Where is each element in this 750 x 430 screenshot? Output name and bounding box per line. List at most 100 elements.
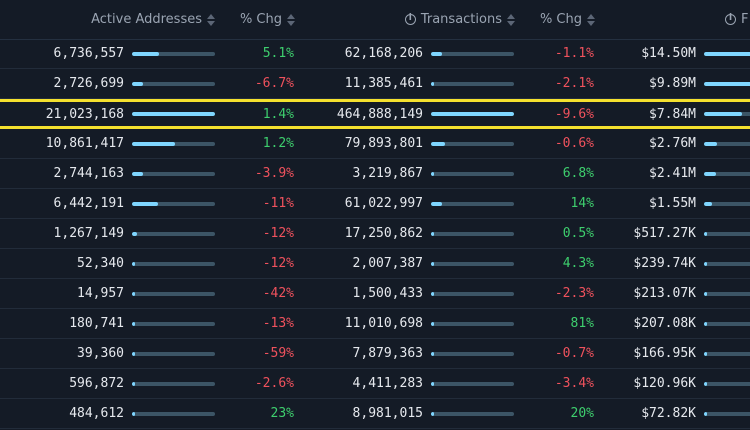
transactions-bar-fill xyxy=(431,291,434,296)
active-addresses-bar-fill xyxy=(132,411,135,416)
transactions-bar xyxy=(431,261,514,266)
transactions-bar-fill xyxy=(431,171,434,176)
transactions-pct-change: 0.5% xyxy=(562,226,594,241)
transactions-pct-change: 4.3% xyxy=(562,256,594,271)
fees-bar xyxy=(704,321,750,326)
active-addresses-bar xyxy=(132,51,215,56)
fees-bar xyxy=(704,51,750,56)
active-addresses-value: 180,741 xyxy=(69,316,124,331)
transactions-value: 17,250,862 xyxy=(344,226,423,241)
transactions-pct-change: 81% xyxy=(570,316,594,331)
active-addresses-bar xyxy=(132,231,215,236)
transactions-bar-fill xyxy=(431,411,434,416)
active-addresses-bar xyxy=(132,201,215,206)
transactions-bar xyxy=(431,411,514,416)
table-row[interactable]: 10,861,417 1.2% 79,893,801 -0.6% $2.76M xyxy=(0,129,750,159)
fees-value: $72.82K xyxy=(641,406,696,421)
transactions-pct-change: 14% xyxy=(570,196,594,211)
sort-icon[interactable] xyxy=(587,13,595,27)
sort-icon[interactable] xyxy=(507,13,515,27)
table-row[interactable]: 596,872 -2.6% 4,411,283 -3.4% $120.96K xyxy=(0,369,750,399)
fees-bar xyxy=(704,201,750,206)
table-header: Active Addresses % Chg Transactions % Ch… xyxy=(0,0,750,40)
active-addresses-pct-change: 5.1% xyxy=(262,46,294,61)
transactions-value: 2,007,387 xyxy=(352,256,423,271)
active-addresses-value: 21,023,168 xyxy=(45,106,124,122)
sort-icon[interactable] xyxy=(207,13,215,27)
transactions-bar xyxy=(431,291,514,296)
active-addresses-bar-fill xyxy=(132,141,175,146)
column-header-fees[interactable]: F xyxy=(725,0,750,39)
fees-bar-fill xyxy=(704,231,707,236)
transactions-pct-change: -3.4% xyxy=(554,376,594,391)
table-row[interactable]: 2,726,699 -6.7% 11,385,461 -2.1% $9.89M xyxy=(0,69,750,99)
transactions-value: 11,010,698 xyxy=(344,316,423,331)
fees-value: $120.96K xyxy=(633,376,696,391)
fees-bar xyxy=(704,171,750,176)
active-addresses-bar xyxy=(132,351,215,356)
active-addresses-pct-change: -6.7% xyxy=(254,76,294,91)
column-header-active-addresses[interactable]: Active Addresses xyxy=(60,0,215,39)
active-addresses-bar xyxy=(132,81,215,86)
sort-icon[interactable] xyxy=(287,13,295,27)
active-addresses-value: 6,736,557 xyxy=(53,46,124,61)
active-addresses-value: 2,726,699 xyxy=(53,76,124,91)
table-row[interactable]: 14,957 -42% 1,500,433 -2.3% $213.07K xyxy=(0,279,750,309)
active-addresses-bar-fill xyxy=(132,231,137,236)
active-addresses-bar-fill xyxy=(132,81,143,86)
table-row[interactable]: 21,023,168 1.4% 464,888,149 -9.6% $7.84M xyxy=(0,99,750,129)
fees-bar xyxy=(704,112,750,116)
transactions-bar-fill xyxy=(431,351,434,356)
transactions-pct-change: -2.1% xyxy=(554,76,594,91)
fees-bar-fill xyxy=(704,261,707,266)
transactions-value: 79,893,801 xyxy=(344,136,423,151)
fees-bar-fill xyxy=(704,201,712,206)
active-addresses-pct-change: -12% xyxy=(262,226,294,241)
info-icon[interactable] xyxy=(404,13,416,25)
table-row[interactable]: 6,736,557 5.1% 62,168,206 -1.1% $14.50M xyxy=(0,39,750,69)
active-addresses-bar xyxy=(132,381,215,386)
table-row[interactable]: 2,744,163 -3.9% 3,219,867 6.8% $2.41M xyxy=(0,159,750,189)
info-icon[interactable] xyxy=(725,13,736,25)
fees-value: $2.76M xyxy=(649,136,696,151)
transactions-bar-fill xyxy=(431,381,434,386)
transactions-bar xyxy=(431,351,514,356)
transactions-bar xyxy=(431,231,514,236)
fees-value: $9.89M xyxy=(649,76,696,91)
table-row[interactable]: 484,612 23% 8,981,015 20% $72.82K xyxy=(0,399,750,429)
table-row[interactable]: 39,360 -59% 7,879,363 -0.7% $166.95K xyxy=(0,339,750,369)
fees-bar xyxy=(704,261,750,266)
column-header-tx-pct-change[interactable]: % Chg xyxy=(515,0,595,39)
transactions-pct-change: -0.7% xyxy=(554,346,594,361)
transactions-bar xyxy=(431,381,514,386)
active-addresses-bar xyxy=(132,112,215,116)
column-header-label: Active Addresses xyxy=(91,12,202,27)
active-addresses-bar-fill xyxy=(132,201,158,206)
table-row[interactable]: 1,267,149 -12% 17,250,862 0.5% $517.27K xyxy=(0,219,750,249)
table-row[interactable]: 180,741 -13% 11,010,698 81% $207.08K xyxy=(0,309,750,339)
active-addresses-value: 484,612 xyxy=(69,406,124,421)
fees-bar-fill xyxy=(704,141,717,146)
transactions-bar-fill xyxy=(431,201,442,206)
transactions-bar xyxy=(431,51,514,56)
column-header-active-pct-change[interactable]: % Chg xyxy=(215,0,295,39)
transactions-pct-change: 6.8% xyxy=(562,166,594,181)
transactions-bar xyxy=(431,321,514,326)
fees-bar-fill xyxy=(704,112,742,116)
table-row[interactable]: 52,340 -12% 2,007,387 4.3% $239.74K xyxy=(0,249,750,279)
active-addresses-value: 2,744,163 xyxy=(53,166,124,181)
active-addresses-bar-fill xyxy=(132,291,135,296)
fees-value: $213.07K xyxy=(633,286,696,301)
table-row[interactable]: 6,442,191 -11% 61,022,997 14% $1.55M xyxy=(0,189,750,219)
fees-bar-fill xyxy=(704,321,707,326)
active-addresses-bar-fill xyxy=(132,261,135,266)
column-header-label: % Chg xyxy=(539,12,582,27)
column-header-transactions[interactable]: Transactions xyxy=(380,0,515,39)
active-addresses-bar-fill xyxy=(132,112,215,116)
transactions-value: 464,888,149 xyxy=(336,106,423,122)
active-addresses-bar xyxy=(132,171,215,176)
transactions-bar-fill xyxy=(431,51,442,56)
transactions-value: 8,981,015 xyxy=(352,406,423,421)
fees-bar xyxy=(704,381,750,386)
